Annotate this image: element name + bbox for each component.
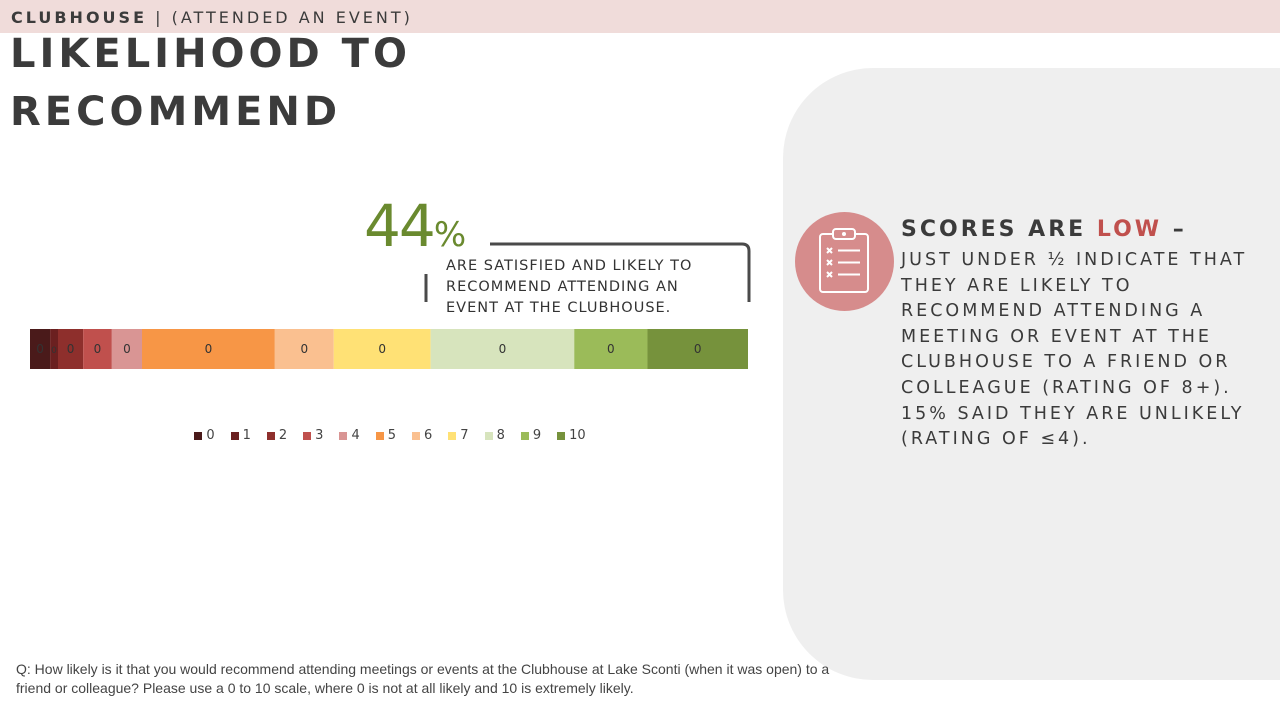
legend-item-3: 3 [303,428,323,443]
bar-segment-4 [111,329,143,369]
clipboard-checklist-icon [795,212,894,311]
legend-swatch-4 [339,431,348,440]
legend-swatch-0 [194,431,203,440]
legend-item-4: 4 [339,428,360,443]
bar-segment-5 [142,329,275,369]
legend-swatch-2 [266,431,275,440]
bar-segment-9 [574,329,648,369]
legend-swatch-8 [484,431,493,440]
legend-item-7: 7 [448,428,469,443]
bar-label-5: 0 [205,342,213,356]
legend-label-10: 10 [569,428,586,443]
page-title: LIKELIHOOD TO RECOMMEND [10,25,411,141]
callout-text: ARE SATISFIED AND LIKELY TO RECOMMEND AT… [446,256,746,319]
bar-segment-3 [83,329,112,369]
legend-item-2: 2 [266,428,288,443]
page-title-line-2: RECOMMEND [10,89,342,135]
legend-swatch-9 [520,431,529,440]
bar-label-10: 0 [694,342,702,356]
panel-heading-suffix: – [1172,217,1187,242]
callout-line-1: ARE SATISFIED AND LIKELY TO [446,258,693,274]
breadcrumb: CLUBHOUSE | (ATTENDED AN EVENT) [11,8,413,27]
chart-legend: 0 1 2 3 4 5 6 7 8 9 10 [0,428,780,443]
bar-segment-10 [647,329,748,369]
legend-label-6: 6 [424,428,433,443]
bar-label-8: 0 [499,342,507,356]
top-banner: CLUBHOUSE | (ATTENDED AN EVENT) [0,0,1280,33]
legend-swatch-10 [557,431,566,440]
headline-percent-sign: % [433,215,467,255]
legend-item-5: 5 [375,428,396,443]
bar-segment-0 [30,329,51,369]
legend-swatch-5 [375,431,384,440]
bar-segment-2 [58,329,84,369]
legend-item-10: 10 [557,428,586,443]
summary-panel [783,68,1280,680]
survey-question-footnote: Q: How likely is it that you would recom… [16,661,830,696]
legend-item-0: 0 [194,428,215,443]
bar-segment-8 [430,329,575,369]
legend-label-9: 9 [532,428,542,443]
callout-line-2: RECOMMEND ATTENDING AN [446,279,679,295]
bar-segment-7 [333,329,431,369]
panel-heading-accent: LOW [1096,217,1163,242]
bar-label-9: 0 [607,342,615,356]
legend-label-2: 2 [278,428,288,443]
legend-item-6: 6 [412,428,432,443]
bar-segment-6 [274,329,334,369]
panel-heading-prefix: SCORES ARE [901,217,1087,242]
headline-percentage: 44% [364,192,466,260]
bar-label-7: 0 [378,342,386,356]
bar-label-0: 0 [36,342,44,356]
legend-swatch-7 [448,431,457,440]
section-subtitle: (ATTENDED AN EVENT) [171,8,413,27]
legend-item-8: 8 [484,428,505,443]
legend-label-7: 7 [460,428,469,443]
bar-label-1: 0 [51,346,57,356]
headline-value: 44 [364,192,436,260]
legend-swatch-6 [412,431,420,440]
callout-line-3: EVENT AT THE CLUBHOUSE. [446,300,672,316]
legend-label-8: 8 [496,428,505,443]
bar-label-3: 0 [94,342,102,356]
legend-item-9: 9 [520,428,542,443]
callout-bracket [424,242,751,302]
legend-label-3: 3 [315,428,324,443]
bar-label-2: 0 [67,342,75,356]
legend-label-1: 1 [242,428,251,443]
legend-label-0: 0 [206,428,215,443]
legend-swatch-1 [230,431,239,440]
section-label: CLUBHOUSE [11,8,147,27]
bar-label-6: 0 [300,342,308,356]
bar-segment-1 [50,329,58,369]
bar-label-4: 0 [123,342,131,356]
legend-label-5: 5 [387,428,396,443]
page-title-line-1: LIKELIHOOD TO [10,31,411,77]
breadcrumb-separator: | [155,8,164,27]
legend-swatch-3 [303,431,312,440]
panel-body-text: JUST UNDER ½ INDICATE THAT THEY ARE LIKE… [901,250,1248,450]
panel-heading: SCORES ARE LOW – [901,217,1187,242]
legend-item-1: 1 [230,428,251,443]
legend-label-4: 4 [351,428,360,443]
